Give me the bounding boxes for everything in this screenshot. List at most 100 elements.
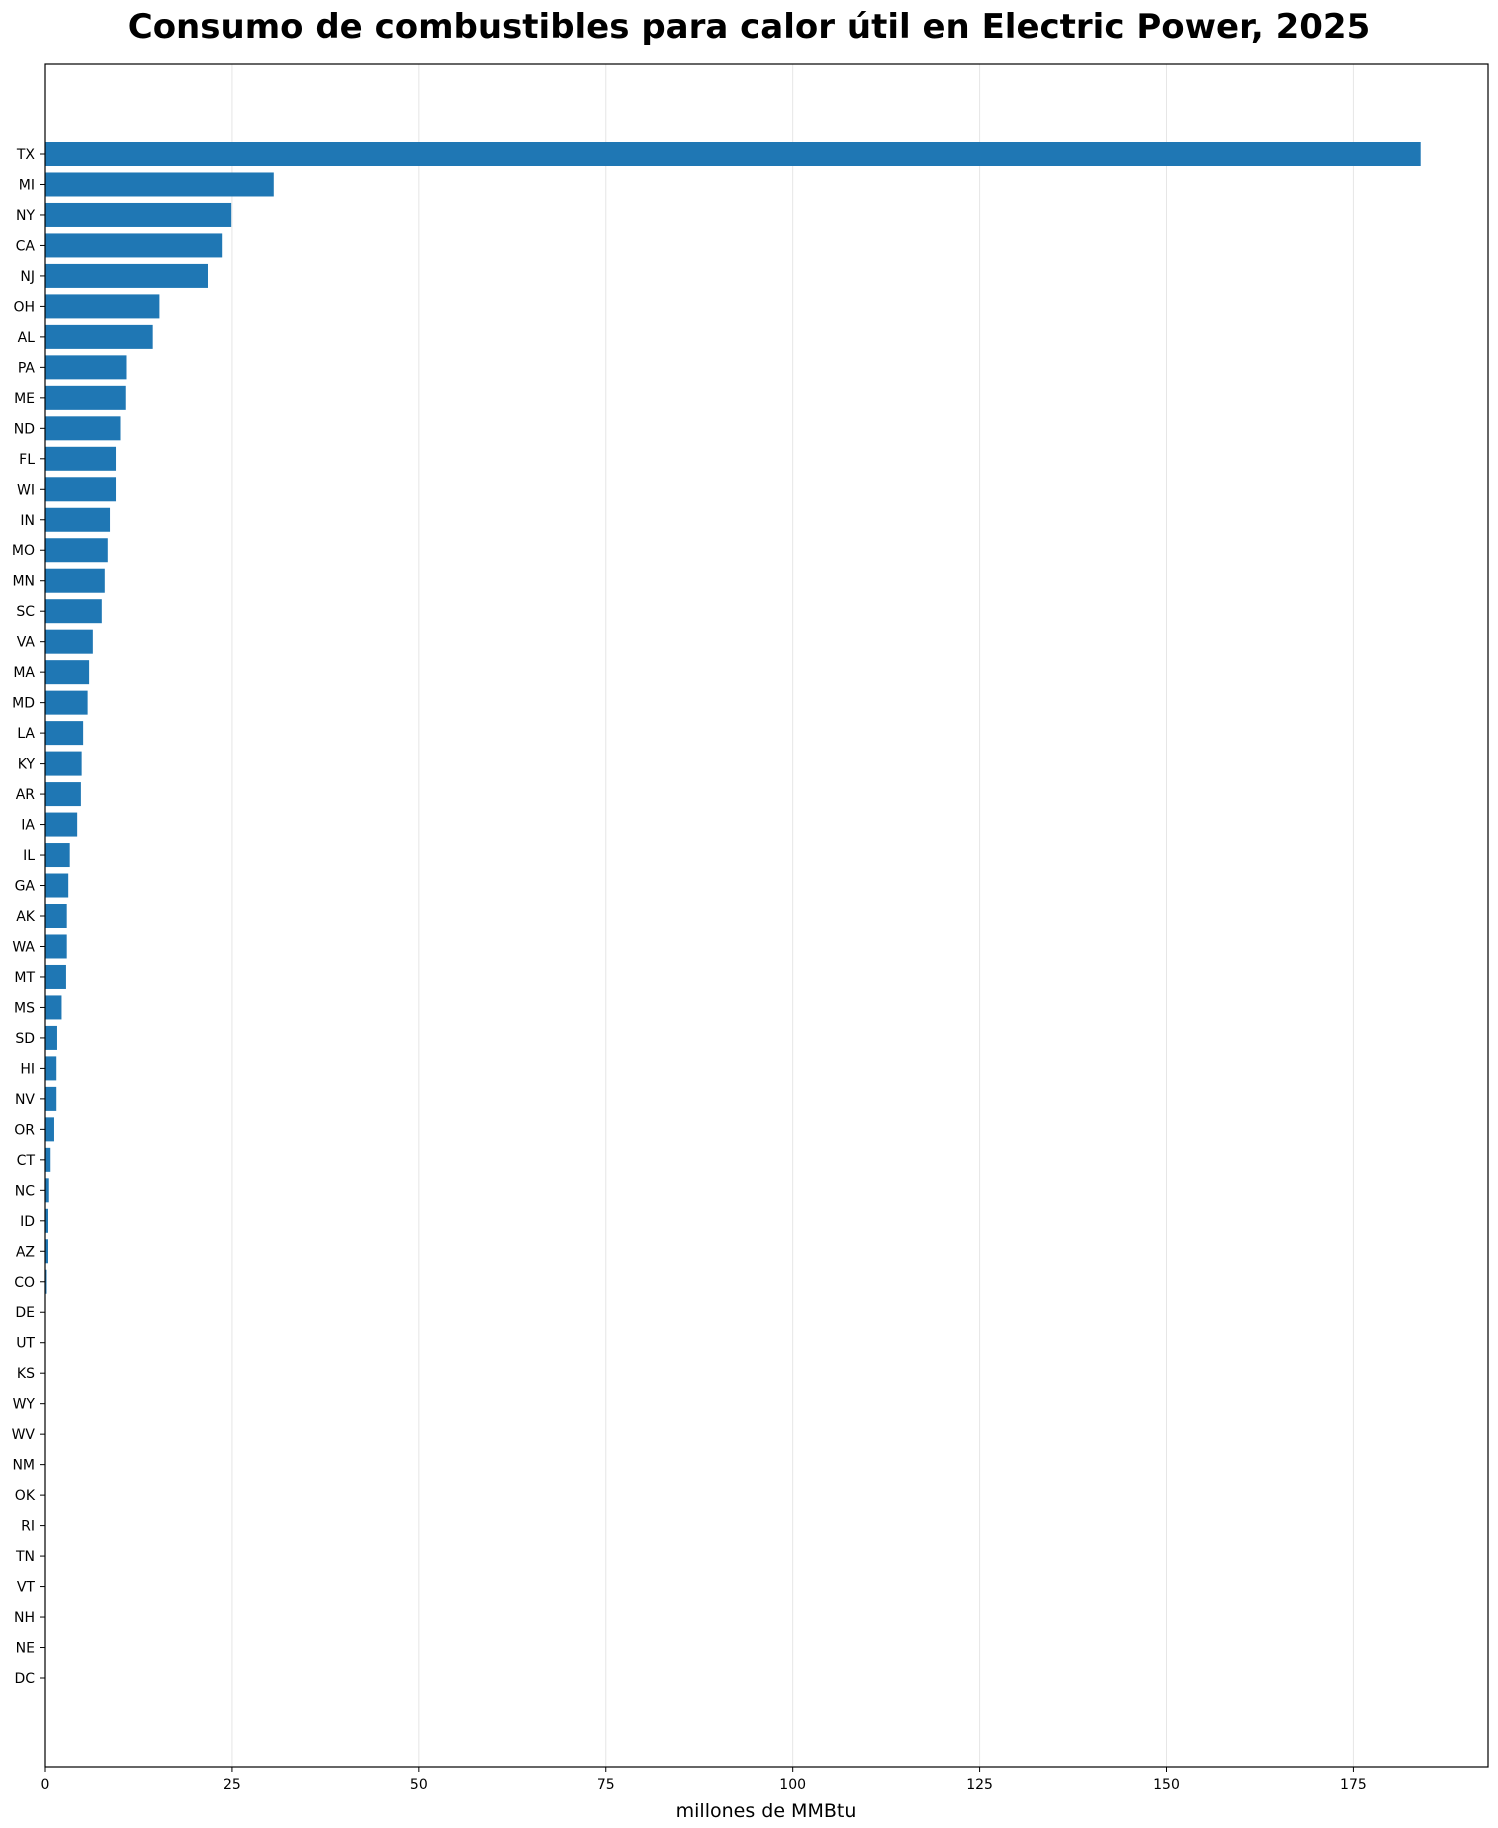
bar-mn — [45, 568, 105, 593]
bar-nd — [45, 416, 121, 441]
y-tick-label-ri: RI — [21, 1519, 35, 1535]
y-tick-label-tx: TX — [16, 147, 36, 163]
x-tick-label-7: 175 — [1340, 1777, 1367, 1793]
bar-ar — [45, 782, 81, 807]
y-axis-ticks: TX MI NY CA NJ OH AL PA ME ND FL WI IN MO MN SC VA MA MD LA… — [12, 147, 45, 1687]
y-tick-label-wv: WV — [12, 1427, 36, 1443]
y-tick-label-il: IL — [23, 848, 35, 864]
y-tick-label-ks: KS — [17, 1366, 35, 1382]
chart-title: Consumo de combustibles para calor útil … — [128, 7, 1370, 47]
y-tick-label-id: ID — [20, 1214, 35, 1230]
y-tick-label-al: AL — [18, 330, 36, 346]
bar-az — [45, 1239, 48, 1264]
bars — [45, 142, 1421, 1508]
x-axis-label: millones de MMBtu — [676, 1800, 857, 1822]
bar-fl — [45, 446, 117, 471]
y-tick-label-ma: MA — [13, 665, 35, 681]
x-tick-label-0: 0 — [41, 1777, 50, 1793]
y-tick-label-mi: MI — [19, 177, 35, 193]
bar-nc — [45, 1178, 49, 1203]
bar-or — [45, 1117, 54, 1142]
y-tick-label-mt: MT — [14, 970, 35, 986]
bar-al — [45, 324, 153, 349]
bar-ms — [45, 995, 62, 1020]
y-tick-label-ct: CT — [17, 1153, 36, 1169]
y-tick-label-nc: NC — [15, 1183, 35, 1199]
x-tick-label-2: 50 — [410, 1777, 428, 1793]
y-tick-label-tn: TN — [15, 1549, 35, 1565]
bar-ga — [45, 873, 69, 898]
y-tick-label-la: LA — [17, 726, 35, 742]
bar-nj — [45, 263, 208, 288]
bar-nv — [45, 1086, 57, 1111]
y-tick-label-ga: GA — [15, 879, 36, 895]
bar-tx — [45, 142, 1421, 166]
y-tick-label-ms: MS — [14, 1000, 35, 1016]
y-tick-label-co: CO — [14, 1275, 35, 1291]
x-axis-ticks: 0 25 50 75 100 125 150 175 — [41, 1767, 1367, 1793]
y-tick-label-fl: FL — [19, 452, 35, 468]
bar-hi — [45, 1056, 57, 1081]
y-tick-label-or: OR — [14, 1122, 35, 1138]
y-tick-label-md: MD — [12, 696, 35, 712]
bar-ky — [45, 751, 82, 776]
bar-me — [45, 385, 126, 410]
bar-co — [45, 1269, 47, 1294]
y-tick-label-oh: OH — [13, 299, 35, 315]
y-tick-label-hi: HI — [20, 1061, 35, 1077]
y-tick-label-wy: WY — [13, 1397, 36, 1413]
y-tick-label-ny: NY — [16, 208, 35, 224]
y-tick-label-vt: VT — [17, 1580, 36, 1596]
y-tick-label-in: IN — [20, 513, 35, 529]
bar-ny — [45, 202, 232, 227]
bar-va — [45, 629, 93, 654]
y-tick-label-ca: CA — [16, 238, 36, 254]
bar-sd — [45, 1025, 57, 1050]
bar-ca — [45, 233, 223, 258]
y-tick-label-nd: ND — [14, 421, 35, 437]
y-tick-label-ar: AR — [16, 787, 36, 803]
y-tick-label-wa: WA — [12, 939, 35, 955]
bar-ak — [45, 904, 67, 928]
y-tick-label-me: ME — [14, 391, 35, 407]
y-tick-label-az: AZ — [16, 1244, 35, 1260]
y-tick-label-mo: MO — [12, 543, 35, 559]
bar-ct — [45, 1147, 51, 1172]
bar-id — [45, 1208, 48, 1233]
bar-mt — [45, 964, 66, 989]
bar-ia — [45, 812, 78, 837]
plot-frame — [44, 63, 1489, 1768]
y-tick-label-ne: NE — [16, 1641, 35, 1657]
bar-pa — [45, 355, 127, 380]
bar-oh — [45, 294, 160, 319]
y-tick-label-ut: UT — [16, 1336, 35, 1352]
bar-md — [45, 690, 88, 715]
y-tick-label-sd: SD — [15, 1031, 35, 1047]
bar-in — [45, 507, 111, 532]
y-tick-label-de: DE — [15, 1305, 35, 1321]
y-tick-label-nh: NH — [14, 1610, 35, 1626]
x-tick-label-5: 125 — [966, 1777, 993, 1793]
y-tick-label-ak: AK — [16, 909, 36, 925]
bar-mo — [45, 538, 108, 563]
y-tick-label-dc: DC — [14, 1671, 35, 1687]
bar-sc — [45, 599, 102, 624]
y-tick-label-mn: MN — [12, 574, 35, 590]
y-tick-label-va: VA — [17, 635, 36, 651]
y-tick-label-pa: PA — [18, 360, 36, 376]
y-tick-label-sc: SC — [16, 604, 35, 620]
x-tick-label-1: 25 — [223, 1777, 241, 1793]
bar-il — [45, 843, 70, 868]
y-tick-label-ok: OK — [15, 1488, 36, 1504]
y-tick-label-nm: NM — [12, 1458, 35, 1474]
bar-wi — [45, 477, 117, 502]
gridlines — [231, 64, 1354, 1767]
y-tick-label-wi: WI — [17, 482, 35, 498]
y-tick-label-nv: NV — [15, 1092, 35, 1108]
bar-wa — [45, 934, 67, 959]
x-tick-label-3: 75 — [597, 1777, 615, 1793]
bar-ma — [45, 660, 90, 685]
y-tick-label-ia: IA — [21, 818, 35, 834]
